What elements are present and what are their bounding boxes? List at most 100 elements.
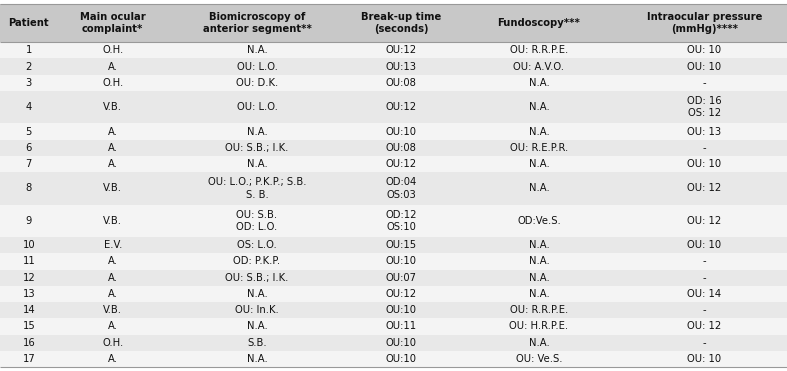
- Bar: [622, 139, 787, 156]
- Bar: [456, 204, 622, 237]
- Bar: [57, 42, 168, 59]
- Text: OU: 14: OU: 14: [687, 289, 722, 299]
- Text: N.A.: N.A.: [246, 159, 268, 169]
- Text: OU: R.E.P.R.: OU: R.E.P.R.: [510, 143, 568, 153]
- Bar: [0, 42, 57, 59]
- Bar: [168, 59, 346, 75]
- Bar: [0, 156, 57, 172]
- Text: 14: 14: [23, 305, 35, 315]
- Text: V.B.: V.B.: [103, 216, 122, 226]
- Bar: [57, 351, 168, 367]
- Bar: [622, 156, 787, 172]
- Text: OU: A.V.O.: OU: A.V.O.: [513, 62, 564, 72]
- Text: OU: In.K.: OU: In.K.: [235, 305, 279, 315]
- Bar: [456, 335, 622, 351]
- Bar: [0, 4, 57, 42]
- Text: OU:12: OU:12: [386, 159, 416, 169]
- Text: S.B.: S.B.: [247, 338, 267, 348]
- Text: OU: H.R.P.E.: OU: H.R.P.E.: [509, 321, 568, 331]
- Bar: [168, 270, 346, 286]
- Bar: [622, 318, 787, 335]
- Bar: [622, 286, 787, 302]
- Text: OU:12: OU:12: [386, 289, 416, 299]
- Bar: [346, 172, 456, 204]
- Text: E.V.: E.V.: [104, 240, 122, 250]
- Bar: [168, 351, 346, 367]
- Bar: [622, 4, 787, 42]
- Text: Fundoscopy***: Fundoscopy***: [497, 18, 580, 28]
- Bar: [456, 318, 622, 335]
- Bar: [456, 156, 622, 172]
- Bar: [622, 124, 787, 139]
- Text: A.: A.: [108, 62, 118, 72]
- Text: 16: 16: [23, 338, 35, 348]
- Text: OU:12: OU:12: [386, 45, 416, 55]
- Text: OU:10: OU:10: [386, 354, 416, 364]
- Bar: [0, 335, 57, 351]
- Text: O.H.: O.H.: [102, 338, 124, 348]
- Text: Patient: Patient: [9, 18, 49, 28]
- Text: O.H.: O.H.: [102, 45, 124, 55]
- Bar: [57, 253, 168, 270]
- Bar: [346, 156, 456, 172]
- Bar: [0, 91, 57, 124]
- Bar: [57, 335, 168, 351]
- Bar: [622, 75, 787, 91]
- Text: A.: A.: [108, 354, 118, 364]
- Bar: [622, 237, 787, 253]
- Text: 4: 4: [26, 102, 32, 112]
- Bar: [346, 253, 456, 270]
- Text: -: -: [703, 256, 706, 266]
- Bar: [346, 302, 456, 318]
- Text: 8: 8: [26, 183, 32, 193]
- Text: 2: 2: [26, 62, 32, 72]
- Bar: [456, 286, 622, 302]
- Text: N.A.: N.A.: [246, 321, 268, 331]
- Bar: [168, 139, 346, 156]
- Bar: [346, 42, 456, 59]
- Bar: [57, 4, 168, 42]
- Bar: [0, 204, 57, 237]
- Text: N.A.: N.A.: [246, 354, 268, 364]
- Bar: [622, 42, 787, 59]
- Text: N.A.: N.A.: [529, 273, 549, 283]
- Text: OU: L.O.; P.K.P.; S.B.
S. B.: OU: L.O.; P.K.P.; S.B. S. B.: [208, 177, 306, 200]
- Text: OU: 13: OU: 13: [687, 127, 722, 137]
- Text: N.A.: N.A.: [529, 240, 549, 250]
- Text: 15: 15: [23, 321, 35, 331]
- Text: Break-up time
(seconds): Break-up time (seconds): [361, 12, 442, 34]
- Bar: [168, 172, 346, 204]
- Text: OU: Ve.S.: OU: Ve.S.: [515, 354, 562, 364]
- Bar: [0, 302, 57, 318]
- Text: A.: A.: [108, 273, 118, 283]
- Bar: [57, 237, 168, 253]
- Text: Main ocular
complaint*: Main ocular complaint*: [80, 12, 146, 34]
- Bar: [0, 124, 57, 139]
- Text: OU: R.R.P.E.: OU: R.R.P.E.: [510, 45, 568, 55]
- Bar: [456, 124, 622, 139]
- Text: OU: 10: OU: 10: [687, 62, 722, 72]
- Text: N.A.: N.A.: [246, 127, 268, 137]
- Text: A.: A.: [108, 289, 118, 299]
- Text: V.B.: V.B.: [103, 305, 122, 315]
- Bar: [168, 253, 346, 270]
- Bar: [346, 237, 456, 253]
- Bar: [168, 318, 346, 335]
- Bar: [346, 318, 456, 335]
- Text: 11: 11: [23, 256, 35, 266]
- Text: 1: 1: [26, 45, 32, 55]
- Bar: [346, 4, 456, 42]
- Bar: [57, 172, 168, 204]
- Bar: [168, 237, 346, 253]
- Text: Intraocular pressure
(mmHg)****: Intraocular pressure (mmHg)****: [647, 12, 762, 34]
- Bar: [57, 204, 168, 237]
- Text: 13: 13: [23, 289, 35, 299]
- Text: 3: 3: [26, 78, 32, 88]
- Text: 10: 10: [23, 240, 35, 250]
- Bar: [0, 59, 57, 75]
- Bar: [456, 4, 622, 42]
- Bar: [346, 351, 456, 367]
- Bar: [346, 75, 456, 91]
- Bar: [622, 204, 787, 237]
- Bar: [456, 139, 622, 156]
